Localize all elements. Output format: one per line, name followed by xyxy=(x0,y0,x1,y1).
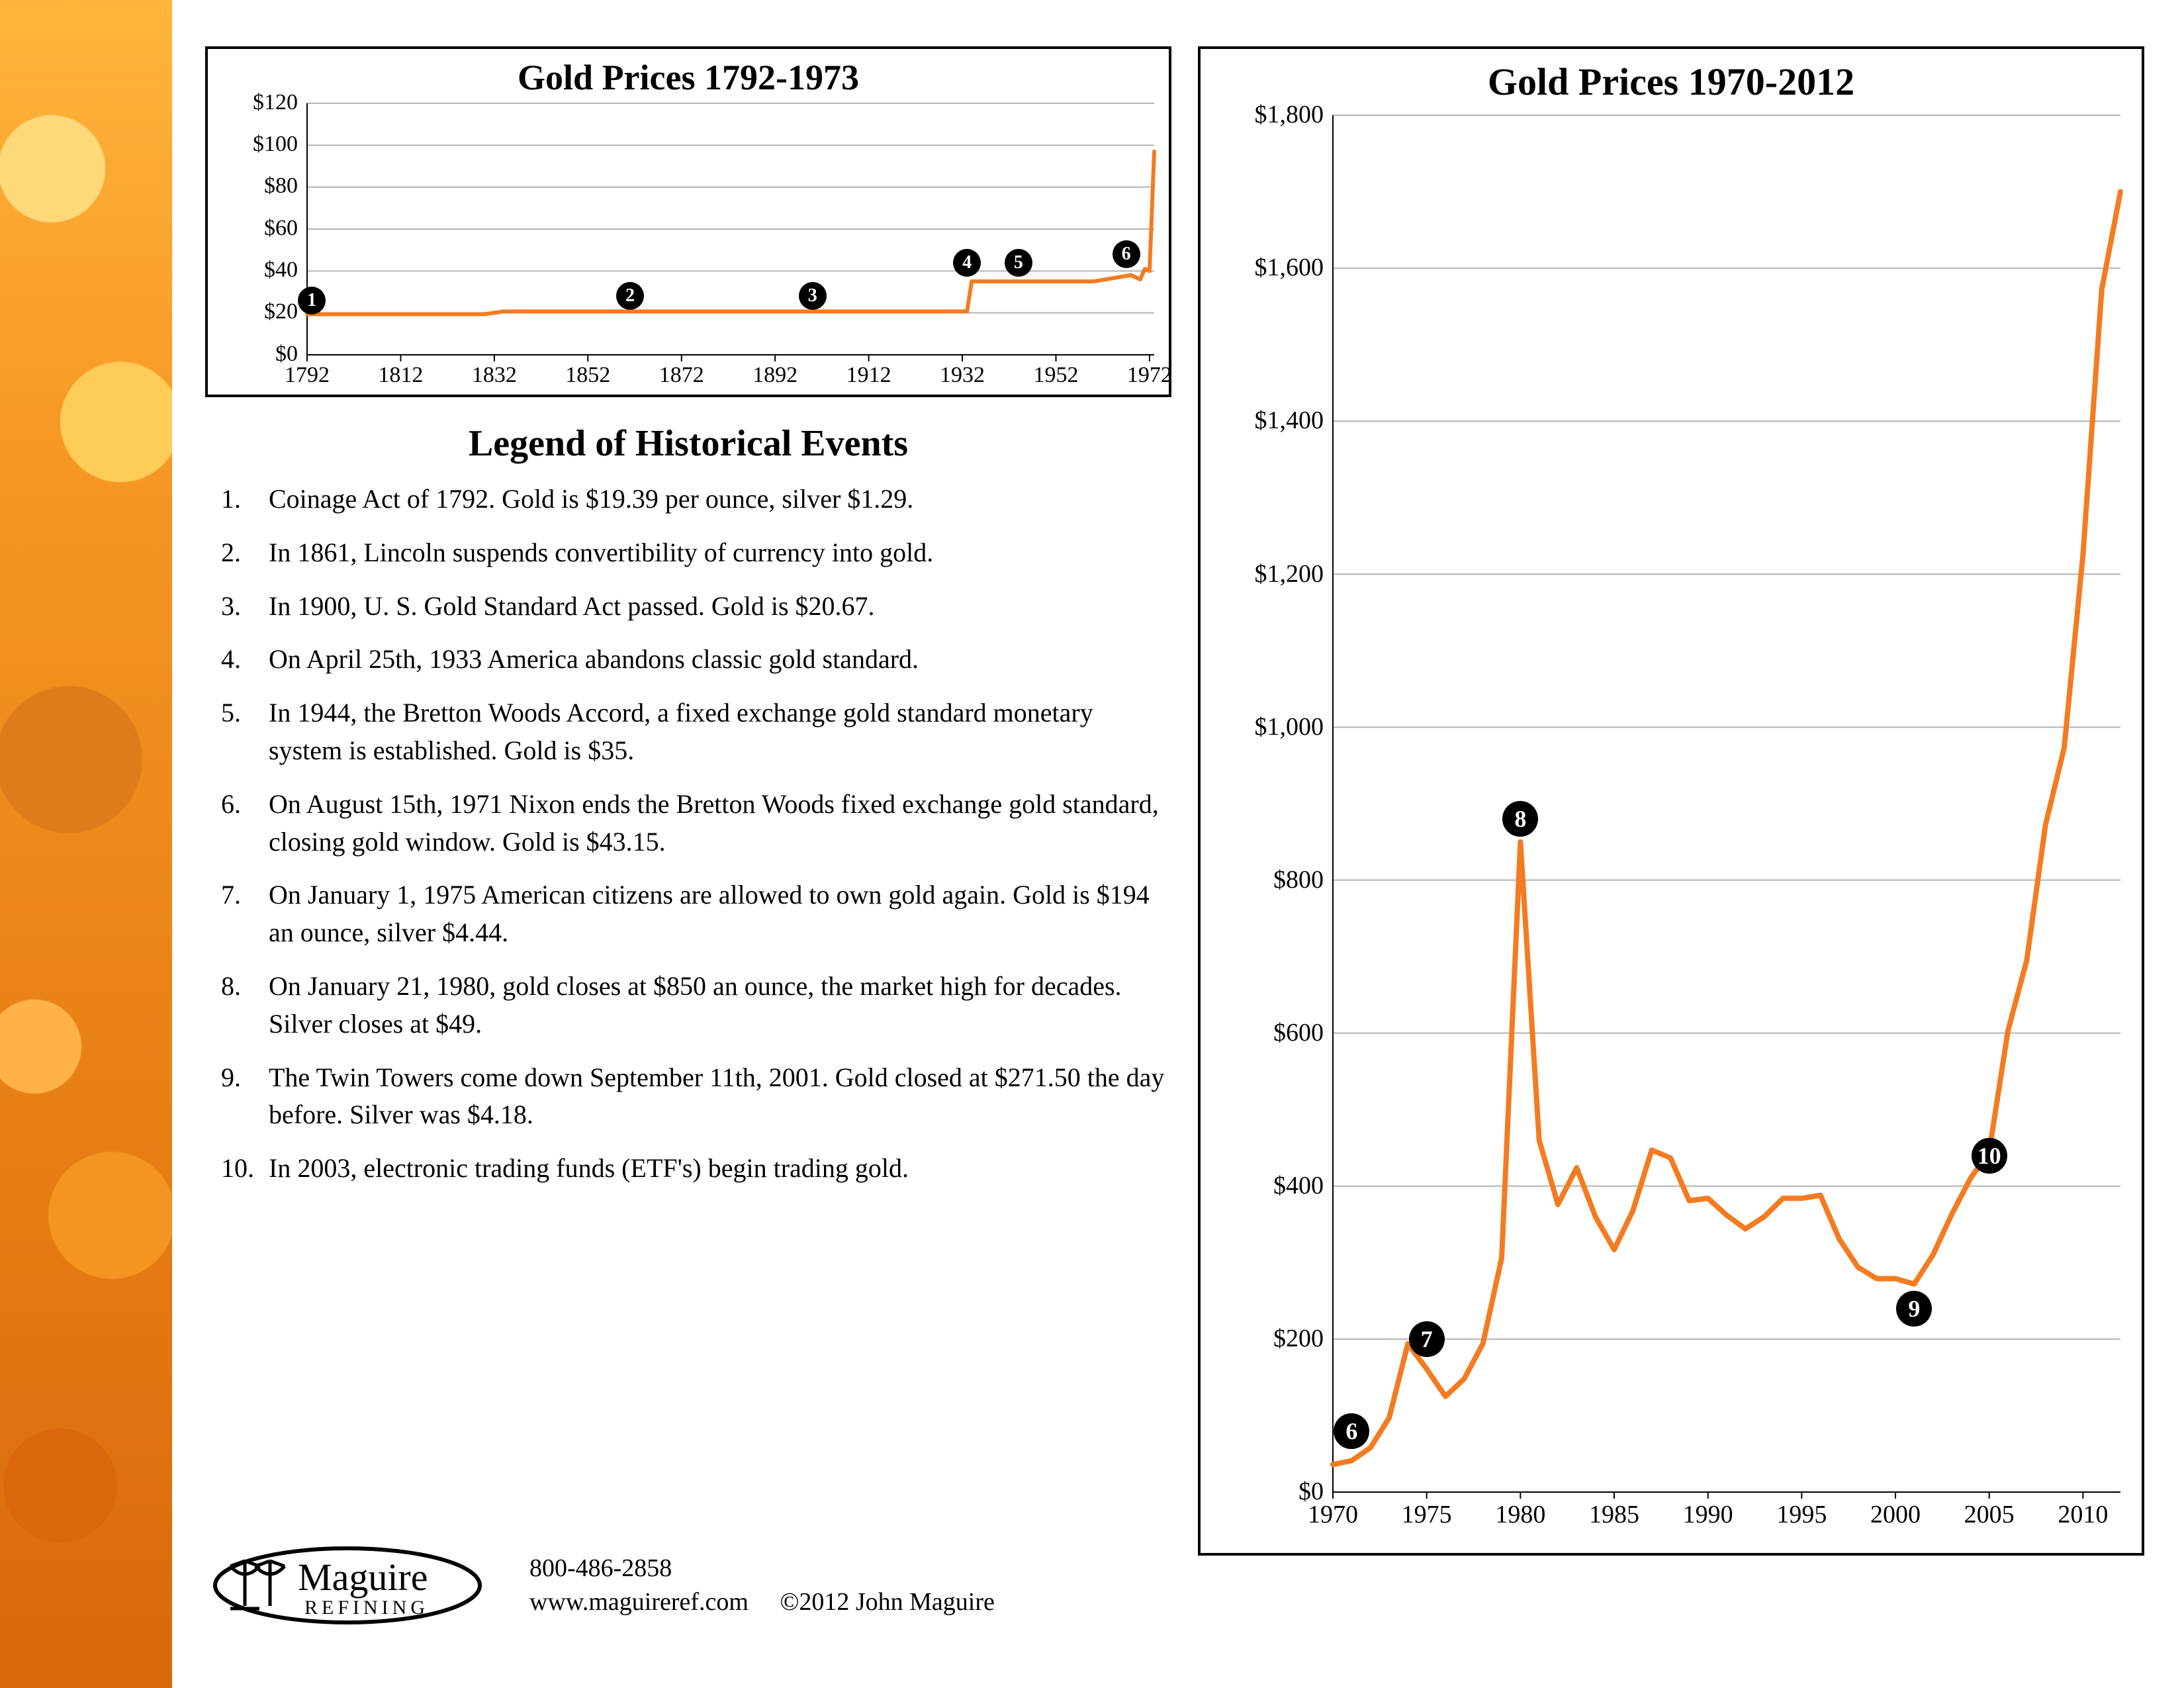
legend-item-text: The Twin Towers come down September 11th… xyxy=(269,1059,1171,1135)
legend-item-text: In 1944, the Bretton Woods Accord, a fix… xyxy=(269,694,1171,770)
footer-info: 800-486-2858 www.maguireref.com ©2012 Jo… xyxy=(529,1552,995,1620)
x-tick-label: 1995 xyxy=(1762,1500,1841,1529)
left-column: Gold Prices 1792-1973 $0$20$40$60$80$100… xyxy=(205,46,1171,1203)
y-tick-label: $800 xyxy=(1218,865,1324,894)
event-marker-10: 10 xyxy=(1972,1138,2007,1174)
x-tick-label: 1892 xyxy=(735,363,815,388)
legend-item-text: On January 21, 1980, gold closes at $850… xyxy=(269,968,1171,1043)
x-tick-label: 2000 xyxy=(1856,1500,1935,1529)
event-marker-8: 8 xyxy=(1502,801,1538,837)
event-marker-1: 1 xyxy=(298,287,326,314)
legend-item-text: On August 15th, 1971 Nixon ends the Bret… xyxy=(269,786,1171,861)
x-tick-label: 1912 xyxy=(829,363,909,388)
x-tick-label: 2005 xyxy=(1950,1500,2029,1529)
y-tick-label: $60 xyxy=(192,216,298,241)
legend-item-text: On January 1, 1975 American citizens are… xyxy=(269,876,1171,952)
scales-icon: Maguire REFINING xyxy=(205,1536,490,1635)
legend-item: 2.In 1861, Lincoln suspends convertibili… xyxy=(221,534,1171,572)
y-tick-label: $1,800 xyxy=(1218,100,1324,129)
brand-line1: Maguire xyxy=(298,1556,428,1599)
legend-item-number: 7. xyxy=(221,876,269,952)
legend-item-number: 9. xyxy=(221,1059,269,1135)
y-tick-label: $200 xyxy=(1218,1324,1324,1353)
brand-line2: REFINING xyxy=(304,1597,429,1618)
chart-1792-1973: Gold Prices 1792-1973 $0$20$40$60$80$100… xyxy=(205,46,1171,397)
event-marker-3: 3 xyxy=(799,282,827,310)
x-tick-label: 1952 xyxy=(1016,363,1095,388)
chart2-plot: $0$200$400$600$800$1,000$1,200$1,400$1,6… xyxy=(1333,115,2120,1492)
x-tick-label: 1990 xyxy=(1668,1500,1748,1529)
event-marker-5: 5 xyxy=(1005,249,1032,277)
y-tick-label: $120 xyxy=(192,90,298,115)
event-marker-7: 7 xyxy=(1409,1321,1445,1357)
x-tick-label: 1872 xyxy=(642,363,721,388)
legend-item-text: In 2003, electronic trading funds (ETF's… xyxy=(269,1150,1171,1188)
x-tick-label: 1812 xyxy=(361,363,440,388)
y-tick-label: $400 xyxy=(1218,1171,1324,1200)
x-tick-label: 1985 xyxy=(1574,1500,1654,1529)
legend-item: 9.The Twin Towers come down September 11… xyxy=(221,1059,1171,1135)
legend-item-number: 8. xyxy=(221,968,269,1043)
chart-1970-2012: Gold Prices 1970-2012 $0$200$400$600$800… xyxy=(1198,46,2144,1556)
brand-logo: Maguire REFINING xyxy=(205,1536,490,1635)
chart2-title: Gold Prices 1970-2012 xyxy=(1201,49,2142,104)
legend-item-text: On April 25th, 1933 America abandons cla… xyxy=(269,641,1171,679)
event-marker-9: 9 xyxy=(1896,1291,1932,1327)
x-tick-label: 1832 xyxy=(455,363,534,388)
legend-item-text: In 1861, Lincoln suspends convertibility… xyxy=(269,534,1171,572)
legend-item-text: In 1900, U. S. Gold Standard Act passed.… xyxy=(269,588,1171,626)
legend-item-number: 10. xyxy=(221,1150,269,1188)
legend-item-text: Coinage Act of 1792. Gold is $19.39 per … xyxy=(269,481,1171,518)
legend-item: 7.On January 1, 1975 American citizens a… xyxy=(221,876,1171,952)
legend-item: 4.On April 25th, 1933 America abandons c… xyxy=(221,641,1171,679)
y-tick-label: $40 xyxy=(192,258,298,283)
x-tick-label: 1970 xyxy=(1293,1500,1373,1529)
event-marker-2: 2 xyxy=(616,282,644,310)
event-marker-4: 4 xyxy=(953,249,981,277)
chart1-plot: $0$20$40$60$80$100$120179218121832185218… xyxy=(307,103,1154,355)
footer: Maguire REFINING 800-486-2858 www.maguir… xyxy=(205,1536,995,1635)
footer-copyright: ©2012 John Maguire xyxy=(780,1588,994,1616)
x-tick-label: 1975 xyxy=(1387,1500,1467,1529)
legend-item: 3.In 1900, U. S. Gold Standard Act passe… xyxy=(221,588,1171,626)
y-tick-label: $100 xyxy=(192,132,298,157)
legend-item: 10.In 2003, electronic trading funds (ET… xyxy=(221,1150,1171,1188)
x-tick-label: 1980 xyxy=(1480,1500,1560,1529)
footer-phone: 800-486-2858 xyxy=(529,1552,995,1585)
y-tick-label: $1,400 xyxy=(1218,406,1324,435)
footer-url: www.maguireref.com xyxy=(529,1588,749,1616)
legend-item-number: 1. xyxy=(221,481,269,518)
legend-item-number: 3. xyxy=(221,588,269,626)
legend-item-number: 5. xyxy=(221,694,269,770)
y-tick-label: $600 xyxy=(1218,1018,1324,1047)
right-column: Gold Prices 1970-2012 $0$200$400$600$800… xyxy=(1198,46,2144,1556)
legend-item-number: 4. xyxy=(221,641,269,679)
legend-item: 6.On August 15th, 1971 Nixon ends the Br… xyxy=(221,786,1171,861)
y-tick-label: $80 xyxy=(192,173,298,199)
x-tick-label: 2010 xyxy=(2043,1500,2122,1529)
chart1-title: Gold Prices 1792-1973 xyxy=(208,49,1169,98)
legend-block: Legend of Historical Events 1.Coinage Ac… xyxy=(205,422,1171,1188)
page: Gold Prices 1792-1973 $0$20$40$60$80$100… xyxy=(0,0,2184,1688)
legend-title: Legend of Historical Events xyxy=(205,422,1171,465)
x-tick-label: 1972 xyxy=(1110,363,1189,388)
y-tick-label: $20 xyxy=(192,299,298,324)
y-tick-label: $1,000 xyxy=(1218,712,1324,741)
legend-item-number: 2. xyxy=(221,534,269,572)
event-marker-6: 6 xyxy=(1113,240,1140,268)
legend-item: 1.Coinage Act of 1792. Gold is $19.39 pe… xyxy=(221,481,1171,518)
legend-item: 8.On January 21, 1980, gold closes at $8… xyxy=(221,968,1171,1043)
legend-item-number: 6. xyxy=(221,786,269,861)
y-tick-label: $1,600 xyxy=(1218,253,1324,282)
x-tick-label: 1932 xyxy=(923,363,1002,388)
x-tick-label: 1852 xyxy=(548,363,627,388)
x-tick-label: 1792 xyxy=(267,363,347,388)
y-tick-label: $1,200 xyxy=(1218,559,1324,588)
event-marker-6: 6 xyxy=(1334,1413,1369,1449)
legend-item: 5.In 1944, the Bretton Woods Accord, a f… xyxy=(221,694,1171,770)
decorative-side-strip xyxy=(0,0,172,1688)
legend-list: 1.Coinage Act of 1792. Gold is $19.39 pe… xyxy=(205,481,1171,1188)
